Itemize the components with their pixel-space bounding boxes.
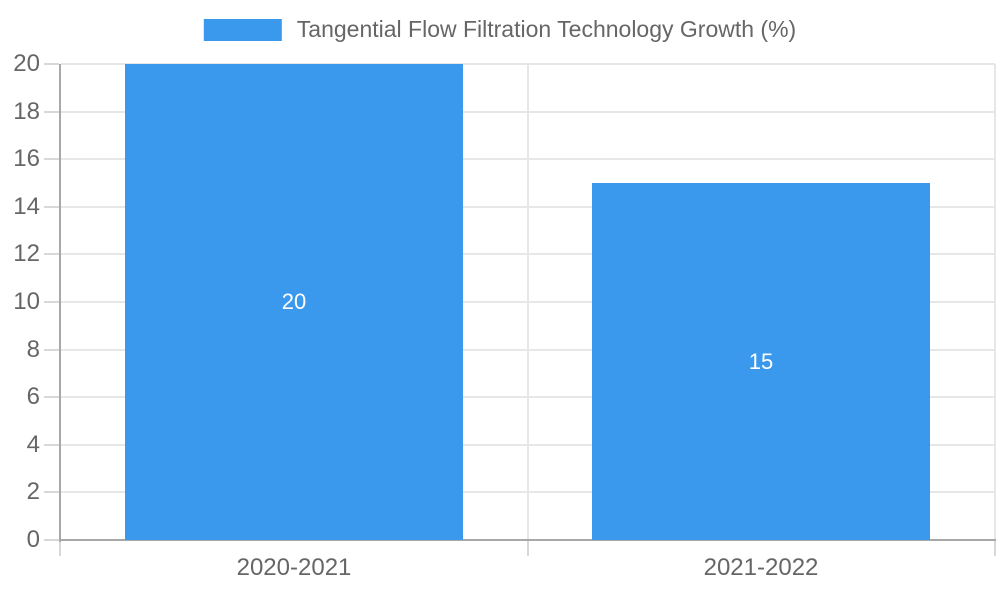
legend-label: Tangential Flow Filtration Technology Gr… xyxy=(296,16,797,42)
y-tick-label: 4 xyxy=(26,430,40,458)
y-tick-label: 10 xyxy=(13,288,40,315)
y-tick-label: 18 xyxy=(13,97,40,125)
bar-value-label: 15 xyxy=(748,348,774,374)
bar[interactable]: 15 xyxy=(592,183,930,540)
y-tick-label: 12 xyxy=(13,240,40,268)
y-tick-label: 6 xyxy=(26,383,40,411)
x-axis-tick xyxy=(59,541,61,556)
x-axis-tick xyxy=(994,541,996,556)
y-axis-tick xyxy=(44,110,59,113)
y-tick-label: 20 xyxy=(13,50,40,77)
legend-swatch-icon xyxy=(203,18,282,41)
y-axis-tick xyxy=(44,253,59,256)
x-axis-line xyxy=(59,539,996,541)
y-tick-label: 8 xyxy=(26,335,40,363)
y-axis-line xyxy=(59,64,61,542)
y-axis-tick xyxy=(44,205,59,208)
y-axis-tick xyxy=(44,348,59,351)
x-gridline xyxy=(526,64,529,540)
y-axis-tick xyxy=(44,539,59,541)
x-gridline xyxy=(994,64,996,540)
y-axis-tick xyxy=(44,301,59,303)
y-axis-tick xyxy=(44,63,59,65)
y-axis-tick xyxy=(44,491,59,494)
bar[interactable]: 20 xyxy=(125,64,463,540)
y-axis-tick xyxy=(44,158,59,161)
x-category-label: 2020-2021 xyxy=(236,554,352,581)
x-axis-tick xyxy=(526,541,529,556)
y-tick-label: 14 xyxy=(13,192,40,220)
x-category-label: 2021-2022 xyxy=(703,554,819,581)
y-axis-tick xyxy=(44,443,59,446)
y-tick-label: 16 xyxy=(13,145,40,173)
bar-value-label: 20 xyxy=(281,289,307,314)
y-axis-tick xyxy=(44,396,59,399)
y-tick-label: 0 xyxy=(26,526,40,553)
y-tick-label: 2 xyxy=(26,478,40,506)
legend[interactable]: Tangential Flow Filtration Technology Gr… xyxy=(203,16,797,43)
